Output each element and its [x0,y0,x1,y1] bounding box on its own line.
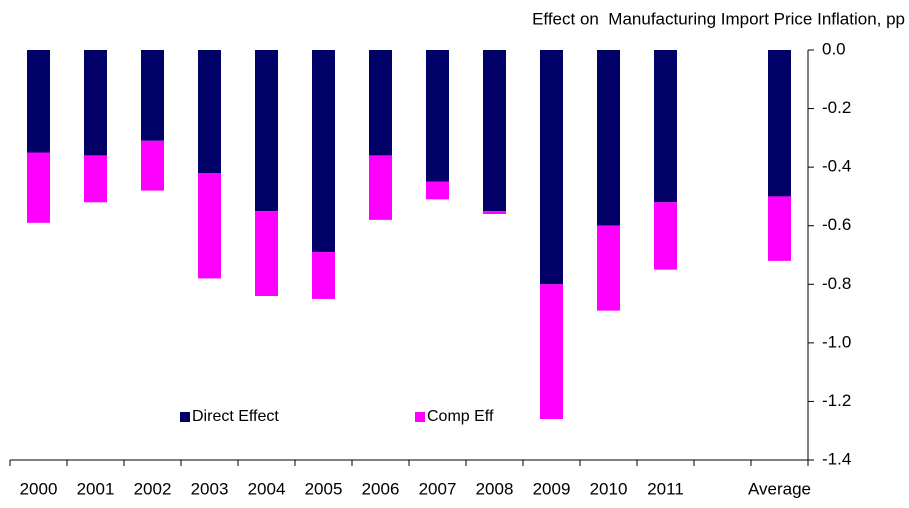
bar [141,140,164,191]
x-tick-label: 2003 [191,479,229,498]
bar [483,211,506,214]
legend-swatch [415,412,425,422]
bar [312,50,335,253]
bar [255,50,278,212]
legend-label: Comp Eff [427,408,494,425]
x-tick-label: 2004 [248,479,286,498]
x-tick-label: 2001 [77,479,115,498]
x-tick-label: Average [748,479,811,498]
bar [198,173,221,279]
bar [597,225,620,311]
y-tick-label: -0.6 [822,215,851,234]
bar [540,284,563,419]
y-tick-label: -1.2 [822,391,851,410]
x-tick-label: 2002 [134,479,172,498]
y-tick-label: -0.8 [822,274,851,293]
x-tick-label: 2007 [419,479,457,498]
x-tick-label: 2008 [476,479,514,498]
bar [84,50,107,156]
chart-title: Effect on Manufacturing Import Price Inf… [532,9,905,28]
x-tick-label: 2011 [647,479,684,498]
bar [426,181,449,200]
bar [198,50,221,173]
bar [27,152,50,223]
bar [369,50,392,156]
bar [312,252,335,299]
bar [84,155,107,203]
bar [654,202,677,270]
x-tick-label: 2010 [590,479,628,498]
legend-label: Direct Effect [192,408,279,425]
x-tick-label: 2000 [20,479,58,498]
bar [540,50,563,285]
bar [483,50,506,212]
bar [597,50,620,226]
y-tick-label: 0.0 [822,39,846,58]
bar [654,50,677,203]
bar [255,211,278,296]
y-tick-label: -1.4 [822,449,851,468]
bar [768,50,791,197]
bar [426,50,449,182]
x-tick-label: 2005 [305,479,343,498]
bar [768,196,791,261]
y-tick-label: -1.0 [822,332,851,351]
bar [27,50,50,153]
legend-swatch [180,412,190,422]
x-tick-label: 2009 [533,479,571,498]
bar [369,155,392,220]
bar [141,50,164,141]
x-tick-label: 2006 [362,479,400,498]
y-tick-label: -0.2 [822,98,851,117]
y-tick-label: -0.4 [822,157,851,176]
